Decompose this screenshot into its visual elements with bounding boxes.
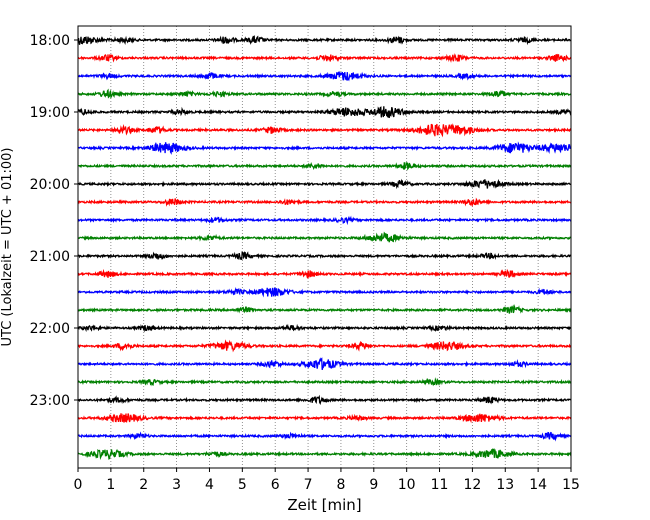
trace-22:15: [77, 339, 572, 353]
trace-18:15: [77, 53, 572, 63]
trace-21:30: [77, 287, 572, 298]
trace-23:30: [77, 431, 572, 442]
y-axis-label: UTC (Lokalzeit = UTC + 01:00): [0, 148, 15, 347]
plot-background: [78, 26, 571, 468]
x-tick-label-5: 5: [238, 477, 247, 493]
trace-19:00: [77, 106, 572, 119]
trace-20:30: [77, 215, 572, 226]
trace-22:00: [77, 323, 572, 333]
x-tick-label-2: 2: [139, 477, 148, 493]
trace-23:15: [77, 413, 572, 424]
plot-frame: [77, 25, 572, 469]
x-tick-label-0: 0: [74, 477, 83, 493]
x-tick-label-7: 7: [304, 477, 313, 493]
x-axis-label: Zeit [min]: [287, 496, 361, 514]
trace-18:00: [77, 35, 572, 46]
x-tick-label-1: 1: [106, 477, 115, 493]
seismogram-traces: [77, 35, 572, 460]
trace-21:00: [77, 251, 572, 260]
x-tick-label-11: 11: [431, 477, 449, 493]
x-tick-label-4: 4: [205, 477, 214, 493]
trace-23:00: [77, 394, 572, 405]
y-tick-label-20:00: 20:00: [30, 177, 70, 193]
y-tick-label-21:00: 21:00: [30, 249, 70, 265]
trace-20:00: [77, 178, 572, 190]
x-tick-label-14: 14: [529, 477, 547, 493]
x-tick-label-6: 6: [271, 477, 280, 493]
trace-19:30: [77, 141, 572, 155]
y-tick-label-23:00: 23:00: [30, 393, 70, 409]
x-tick-label-3: 3: [172, 477, 181, 493]
trace-21:15: [77, 268, 572, 280]
trace-19:15: [77, 123, 572, 138]
y-tick-label-22:00: 22:00: [30, 321, 70, 337]
x-tick-label-12: 12: [463, 477, 481, 493]
trace-22:45: [77, 377, 572, 387]
x-tick-label-13: 13: [496, 477, 514, 493]
trace-19:45: [77, 162, 572, 171]
x-tick-label-10: 10: [398, 477, 416, 493]
y-tick-label-19:00: 19:00: [30, 105, 70, 121]
x-tick-label-8: 8: [336, 477, 345, 493]
trace-20:45: [77, 231, 571, 243]
x-tick-label-15: 15: [562, 477, 580, 493]
trace-22:30: [77, 357, 572, 371]
trace-20:15: [77, 197, 572, 208]
trace-23:45: [77, 448, 572, 460]
x-axis-ticks: 0 1 2 3 4 5 6 7 8 9 10 11 12 13 14 15: [74, 468, 580, 493]
trace-18:30: [77, 70, 572, 82]
y-axis-ticks: 18:00 19:00 20:00 21:00 22:00 23:00: [30, 33, 78, 409]
trace-18:45: [77, 88, 572, 100]
x-tick-label-9: 9: [369, 477, 378, 493]
y-tick-label-18:00: 18:00: [30, 33, 70, 49]
trace-21:45: [77, 304, 572, 314]
